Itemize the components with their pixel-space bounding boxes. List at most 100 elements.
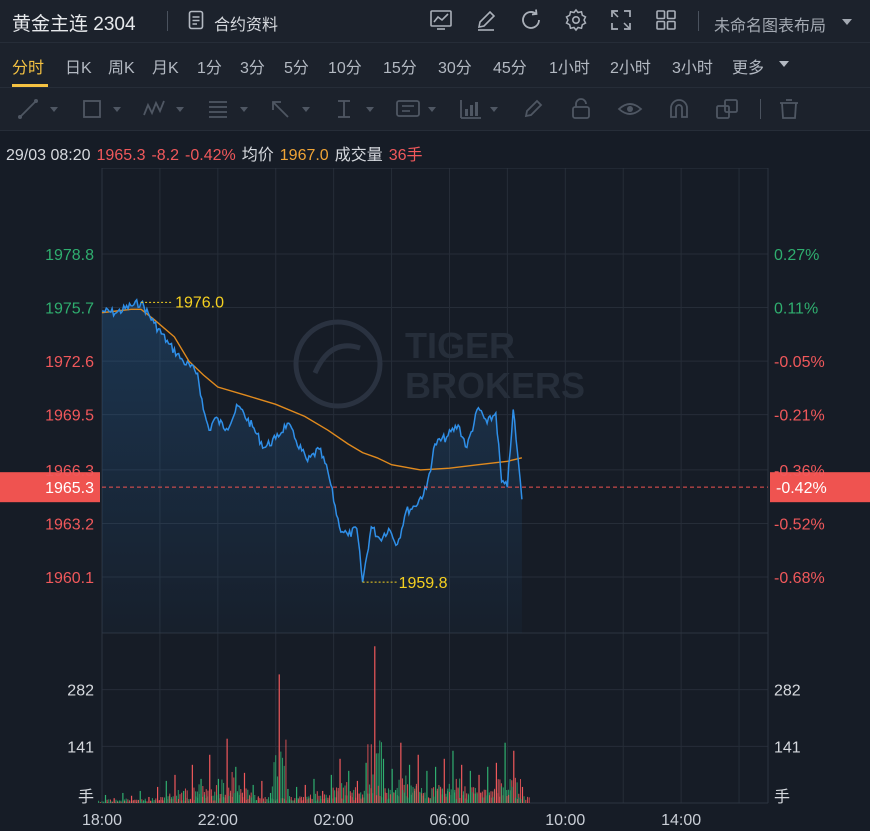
volume-bar (160, 799, 162, 803)
line-tool-icon[interactable] (16, 97, 42, 121)
contract-info-link[interactable]: 合约资料 (214, 17, 279, 34)
period-tab-5min[interactable]: 5分 (284, 60, 309, 77)
volume-bar (242, 797, 244, 803)
wave-tool-caret-icon[interactable] (176, 107, 184, 112)
chart-tool-icon[interactable] (458, 97, 484, 121)
volume-bar (231, 796, 233, 803)
volume-bar (367, 744, 369, 803)
line-tool-caret-icon[interactable] (50, 107, 58, 112)
volume-bar (429, 799, 431, 803)
period-tab-intraday[interactable]: 分时 (12, 60, 45, 77)
measure-tool-caret-icon[interactable] (366, 107, 374, 112)
volume-bar (146, 802, 148, 803)
volume-bar (235, 766, 237, 803)
volume-bar (459, 797, 461, 803)
trash-icon[interactable] (776, 97, 802, 121)
wave-tool-icon[interactable] (142, 97, 168, 121)
period-tab-month[interactable]: 月K (152, 60, 179, 77)
volume-bar (130, 795, 133, 803)
volume-bar (313, 778, 315, 803)
volume-bar (198, 794, 200, 803)
volume-bar (127, 799, 129, 803)
chevron-down-icon[interactable] (842, 19, 852, 25)
eye-icon[interactable] (617, 97, 643, 121)
volume-bar (452, 750, 454, 803)
grid-layout-icon[interactable] (654, 8, 678, 32)
current-pct-label: -0.42% (776, 480, 827, 497)
volume-bar (421, 793, 423, 803)
fibonacci-tool-caret-icon[interactable] (240, 107, 248, 112)
volume-bar (414, 788, 416, 803)
period-tab-2hour[interactable]: 2小时 (610, 60, 651, 77)
volume-bar (106, 799, 108, 803)
volume-bar (379, 795, 381, 803)
period-tab-3min[interactable]: 3分 (240, 60, 265, 77)
draw-edit-icon[interactable] (474, 8, 498, 32)
average-price-line (101, 308, 523, 471)
volume-bar (337, 787, 339, 803)
period-tab-3hour[interactable]: 3小时 (672, 60, 713, 77)
magnet-icon[interactable] (666, 97, 692, 121)
volume-bar (407, 797, 409, 803)
layers-icon[interactable] (714, 97, 740, 121)
volume-bar (209, 754, 211, 803)
volume-bar (169, 793, 171, 803)
volume-bar (433, 796, 435, 803)
volume-bar (516, 782, 518, 803)
period-tab-1hour[interactable]: 1小时 (549, 60, 590, 77)
settings-gear-icon[interactable] (564, 8, 588, 32)
rectangle-tool-icon[interactable] (80, 97, 106, 121)
time-tick-label: 02:00 (314, 812, 354, 829)
volume-bar (188, 798, 190, 803)
lock-icon[interactable] (568, 97, 594, 121)
period-tab-10min[interactable]: 10分 (328, 60, 362, 77)
volume-bar (480, 792, 482, 803)
fullscreen-icon[interactable] (609, 8, 633, 32)
period-tab-more[interactable]: 更多 (732, 60, 765, 77)
volume-bar (158, 800, 160, 803)
period-tab-15min[interactable]: 15分 (383, 60, 417, 77)
refresh-icon[interactable] (519, 8, 543, 32)
pct-tick-label: -0.21% (774, 408, 825, 425)
volume-bar (440, 788, 442, 803)
current-price-tag-left (0, 472, 100, 503)
period-tab-30min[interactable]: 30分 (438, 60, 472, 77)
chart-tool-caret-icon[interactable] (490, 107, 498, 112)
volume-bar (408, 764, 411, 803)
volume-bar (292, 800, 294, 803)
chart-layout-select[interactable]: 未命名图表布局 (714, 18, 827, 35)
text-tool-caret-icon[interactable] (428, 107, 436, 112)
volume-bar (278, 674, 280, 803)
pen-icon[interactable] (521, 97, 547, 121)
volume-bar (509, 790, 511, 803)
volume-bar (393, 792, 395, 803)
period-tab-1min[interactable]: 1分 (197, 60, 222, 77)
measure-tool-icon[interactable] (332, 97, 358, 121)
volume-bar (283, 798, 285, 803)
volume-bar (275, 755, 277, 803)
volume-unit-label: 手 (774, 788, 790, 806)
document-icon[interactable] (188, 10, 204, 30)
arrow-tool-icon[interactable] (268, 97, 294, 121)
volume-bar (146, 801, 148, 803)
volume-tick-label: 141 (774, 739, 801, 756)
volume-bar (162, 797, 164, 803)
volume-bar (249, 795, 251, 803)
quote-info-line: 29/03 08:20 1965.3 -8.2 -0.42% 均价 1967.0 成交量 36… (6, 141, 429, 165)
volume-bar (365, 762, 367, 803)
text-tool-icon[interactable] (395, 97, 421, 121)
volume-bar (473, 793, 475, 803)
more-chevron-down-icon[interactable] (779, 61, 789, 67)
volume-bar (516, 799, 518, 803)
arrow-tool-caret-icon[interactable] (302, 107, 310, 112)
period-tab-week[interactable]: 周K (108, 60, 135, 77)
fibonacci-tool-icon[interactable] (206, 97, 232, 121)
volume-bar (396, 795, 398, 803)
period-tab-day[interactable]: 日K (65, 60, 92, 77)
volume-bar (216, 795, 218, 803)
indicator-chart-icon[interactable] (429, 8, 453, 32)
price-tick-label: 1975.7 (45, 301, 94, 318)
period-tab-45min[interactable]: 45分 (493, 60, 527, 77)
rectangle-tool-caret-icon[interactable] (113, 107, 121, 112)
